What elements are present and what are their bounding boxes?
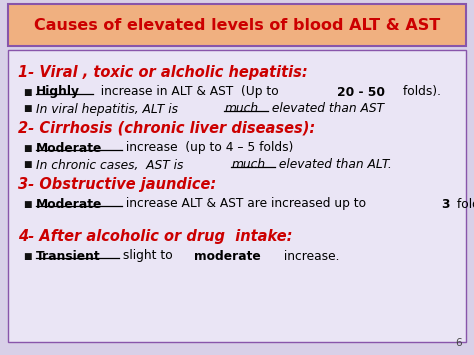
FancyBboxPatch shape xyxy=(8,4,466,46)
Text: ■: ■ xyxy=(23,251,31,261)
Text: Moderate: Moderate xyxy=(36,142,102,154)
Text: folds.: folds. xyxy=(453,197,474,211)
Text: Transient: Transient xyxy=(36,250,100,262)
Text: Causes of elevated levels of blood ALT & AST: Causes of elevated levels of blood ALT &… xyxy=(34,17,440,33)
Text: ■: ■ xyxy=(23,104,31,114)
Text: moderate: moderate xyxy=(194,250,261,262)
Text: 3- Obstructive jaundice:: 3- Obstructive jaundice: xyxy=(18,176,216,191)
Text: 4- After alcoholic or drug  intake:: 4- After alcoholic or drug intake: xyxy=(18,229,292,244)
Text: increase.: increase. xyxy=(280,250,339,262)
Text: In chronic cases,  AST is: In chronic cases, AST is xyxy=(36,158,187,171)
Text: ■: ■ xyxy=(23,160,31,169)
Text: increase  (up to 4 – 5 folds): increase (up to 4 – 5 folds) xyxy=(122,142,293,154)
Text: much: much xyxy=(224,103,258,115)
Text: elevated than ALT.: elevated than ALT. xyxy=(275,158,392,171)
Text: 20 - 50: 20 - 50 xyxy=(337,86,385,98)
Text: ■: ■ xyxy=(23,87,31,97)
Text: increase in ALT & AST  (Up to: increase in ALT & AST (Up to xyxy=(93,86,283,98)
Text: folds).: folds). xyxy=(400,86,441,98)
Text: slight to: slight to xyxy=(119,250,177,262)
FancyBboxPatch shape xyxy=(8,50,466,342)
Text: 3: 3 xyxy=(442,197,450,211)
Text: Highly: Highly xyxy=(36,86,80,98)
Text: much: much xyxy=(231,158,265,171)
Text: 2- Cirrhosis (chronic liver diseases):: 2- Cirrhosis (chronic liver diseases): xyxy=(18,120,315,136)
Text: ■: ■ xyxy=(23,143,31,153)
Text: ■: ■ xyxy=(23,200,31,208)
Text: In viral hepatitis, ALT is: In viral hepatitis, ALT is xyxy=(36,103,182,115)
Text: increase ALT & AST are increased up to: increase ALT & AST are increased up to xyxy=(122,197,370,211)
Text: 6: 6 xyxy=(456,338,462,348)
Text: elevated than AST: elevated than AST xyxy=(268,103,384,115)
Text: 1- Viral , toxic or alcholic hepatitis:: 1- Viral , toxic or alcholic hepatitis: xyxy=(18,65,308,80)
Text: Moderate: Moderate xyxy=(36,197,102,211)
